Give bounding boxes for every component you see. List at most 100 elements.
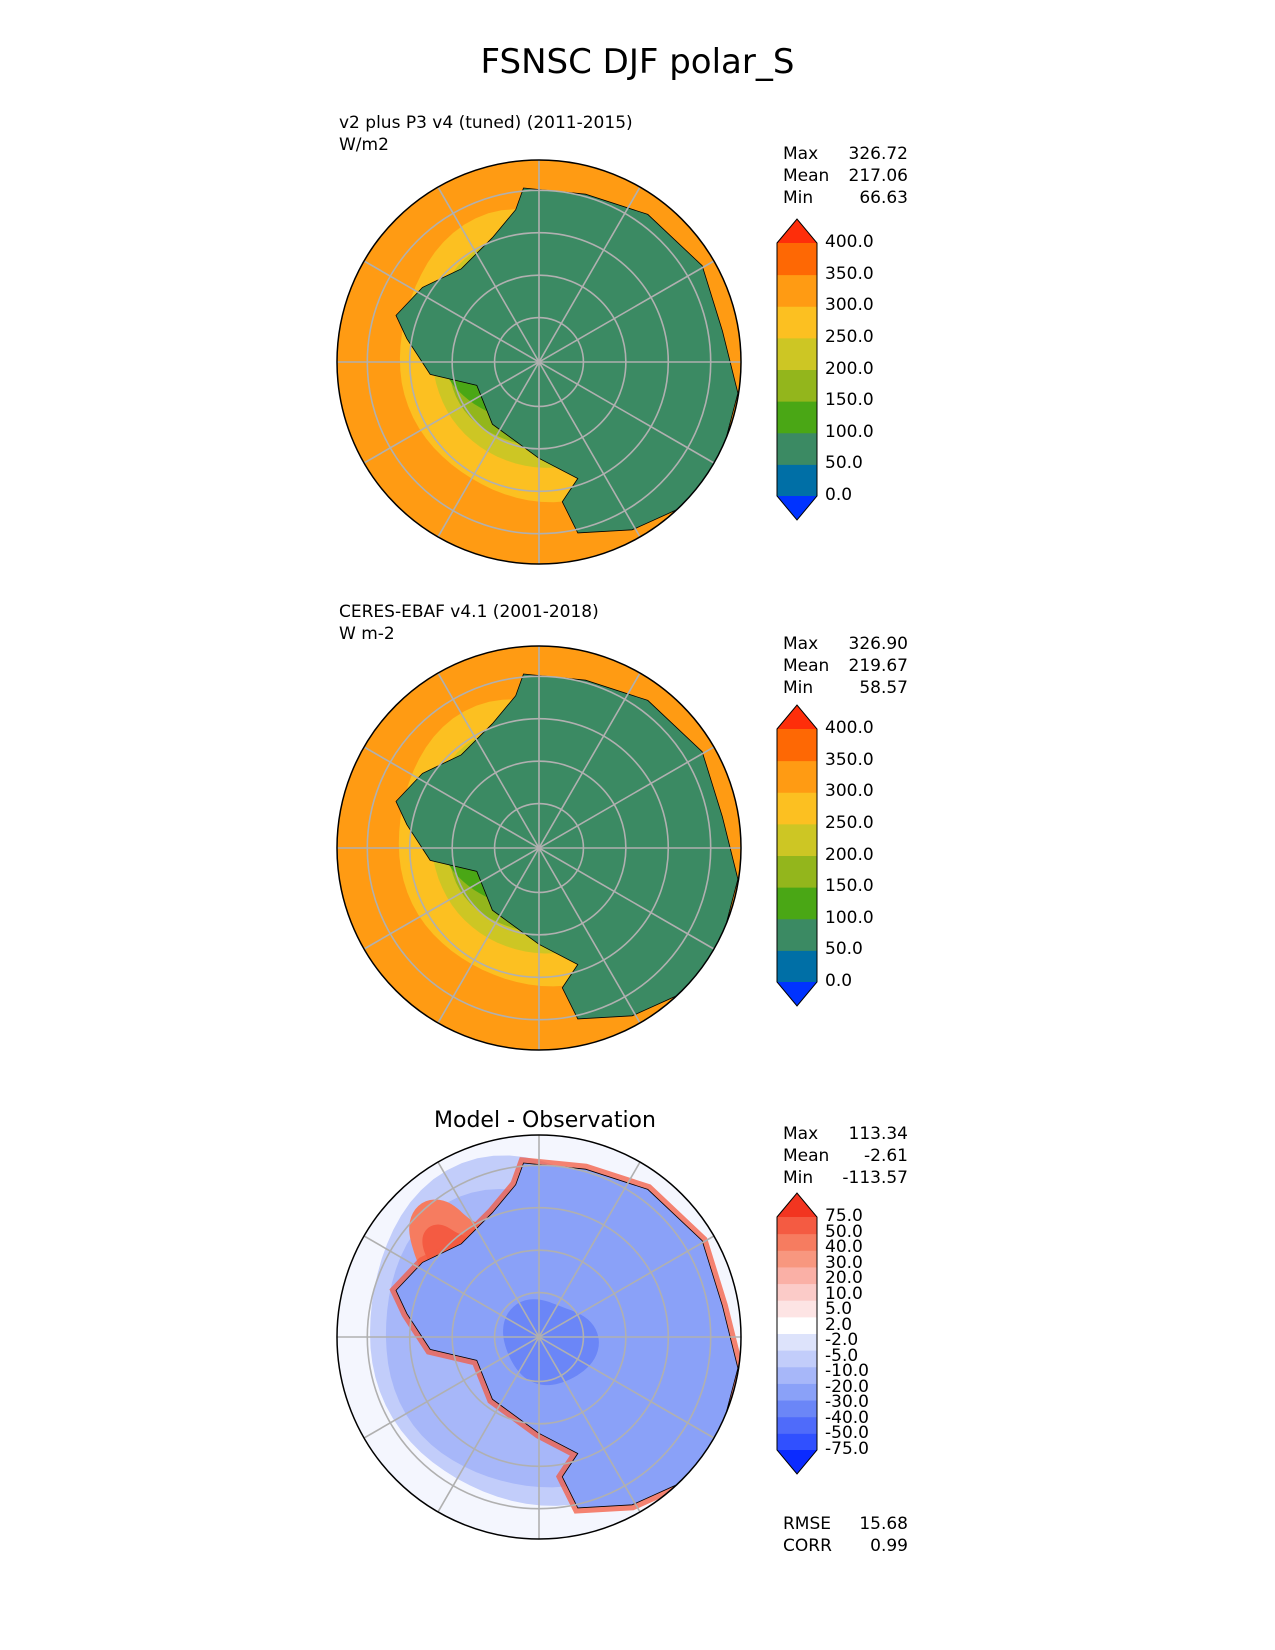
panel3-stat-corr: CORR 0.99 — [783, 1536, 908, 1556]
colorbar-tick-label: 75.0 — [825, 1206, 863, 1226]
colorbar-tick-label: 40.0 — [825, 1237, 863, 1258]
colorbar-extend-min — [777, 496, 817, 520]
colorbar-tick-label: 50.0 — [825, 939, 863, 960]
colorbar-segment — [777, 918, 817, 951]
colorbar-tick-label: 400.0 — [825, 232, 874, 252]
colorbar-tick-label: 150.0 — [825, 876, 874, 897]
colorbar-segment — [777, 1250, 817, 1268]
colorbar-tick-label: 30.0 — [825, 1252, 863, 1273]
colorbar-tick-label: -20.0 — [825, 1376, 869, 1397]
colorbar-tick-label: 100.0 — [825, 907, 874, 928]
colorbar-segment — [777, 306, 817, 339]
panel2-stats: Max 326.90 Mean 219.67 Min 58.57 — [783, 633, 908, 699]
antarctica-coastline — [395, 673, 739, 1020]
colorbar-tick-label: 250.0 — [825, 326, 874, 347]
colorbar-tick-label: 200.0 — [825, 358, 874, 379]
colorbar-tick-label: 50.0 — [825, 1221, 863, 1242]
colorbar-segment — [777, 823, 817, 856]
colorbar-tick-label: -40.0 — [825, 1407, 869, 1428]
panel2-title: CERES-EBAF v4.1 (2001-2018) W m-2 — [339, 601, 599, 645]
colorbar-tick-label: 300.0 — [825, 295, 874, 316]
colorbar-segment — [777, 1400, 817, 1418]
colorbar-segment — [777, 464, 817, 497]
meridian-line — [437, 1161, 641, 1513]
panel1-colorbar — [776, 218, 818, 521]
colorbar-tick-label: 100.0 — [825, 421, 874, 442]
colorbar-segment — [777, 432, 817, 465]
panel3-extra-stats: RMSE 15.68 CORR 0.99 — [783, 1513, 908, 1557]
colorbar-segment — [777, 1366, 817, 1384]
colorbar-extend-max — [777, 705, 817, 729]
colorbar-segment — [777, 369, 817, 402]
panel1-title: v2 plus P3 v4 (tuned) (2011-2015) W/m2 — [339, 112, 633, 156]
colorbar-tick-label: -75.0 — [825, 1439, 869, 1459]
colorbar-tick-label: 0.0 — [825, 971, 853, 991]
panel2-colorbar — [776, 704, 818, 1007]
colorbar-outline — [776, 1192, 818, 1475]
colorbar-tick-label: -2.0 — [825, 1330, 859, 1351]
figure-title: FSNSC DJF polar_S — [480, 42, 795, 82]
map-boundary — [336, 1134, 742, 1540]
panel2-stat-min: Min 58.57 — [783, 678, 908, 698]
colorbar-segment — [777, 1316, 817, 1334]
colorbar-segment — [777, 1233, 817, 1251]
colorbar-segment — [777, 950, 817, 983]
colorbar-tick-label: -30.0 — [825, 1392, 869, 1413]
panel2-run-label: CERES-EBAF v4.1 (2001-2018) — [339, 602, 599, 622]
colorbar-segment — [777, 855, 817, 888]
colorbar-segment — [777, 887, 817, 920]
meridian-line — [437, 186, 641, 538]
colorbar-segment — [777, 1416, 817, 1434]
panel1-stat-min: Min 66.63 — [783, 188, 908, 208]
panel2-polar-map — [336, 645, 742, 1051]
colorbar-segment — [777, 1266, 817, 1285]
colorbar-tick-label: 10.0 — [825, 1283, 863, 1304]
colorbar-tick-label: 5.0 — [825, 1299, 853, 1320]
colorbar-segment — [777, 729, 817, 762]
panel1-polar-map — [336, 159, 742, 565]
colorbar-tick-label: -5.0 — [825, 1345, 859, 1366]
colorbar-segment — [777, 1433, 817, 1451]
colorbar-segment — [777, 1217, 817, 1235]
colorbar-tick-label: 150.0 — [825, 390, 874, 411]
panel3-polar-map — [336, 1134, 742, 1540]
colorbar-outline — [776, 218, 818, 521]
colorbar-tick-label: 200.0 — [825, 844, 874, 865]
colorbar-tick-label: 300.0 — [825, 781, 874, 802]
panel3-stats: Max 113.34 Mean -2.61 Min -113.57 — [783, 1123, 908, 1189]
panel3-stat-max: Max 113.34 — [783, 1124, 908, 1144]
panel3-stat-min: Min -113.57 — [783, 1168, 908, 1188]
panel3-title: Model - Observation — [434, 1108, 656, 1133]
colorbar-tick-label: 0.0 — [825, 485, 853, 505]
colorbar-tick-label: 400.0 — [825, 718, 874, 738]
colorbar-segment — [777, 243, 817, 276]
panel1-stat-max: Max 326.72 — [783, 144, 908, 164]
colorbar-segment — [777, 337, 817, 370]
colorbar-tick-label: 2.0 — [825, 1314, 853, 1335]
colorbar-segment — [777, 792, 817, 825]
panel1-run-label: v2 plus P3 v4 (tuned) (2011-2015) — [339, 113, 633, 133]
panel3-stat-mean: Mean -2.61 — [783, 1146, 908, 1166]
colorbar-segment — [777, 1300, 817, 1318]
colorbar-segment — [777, 1333, 817, 1351]
panel3-stat-rmse: RMSE 15.68 — [783, 1514, 908, 1534]
panel2-stat-max: Max 326.90 — [783, 634, 908, 654]
colorbar-extend-max — [777, 1193, 817, 1217]
colorbar-segment — [777, 1283, 817, 1301]
map-boundary — [336, 645, 742, 1051]
colorbar-tick-label: -50.0 — [825, 1423, 869, 1444]
panel1-units-label: W/m2 — [339, 135, 389, 155]
colorbar-segment — [777, 760, 817, 793]
colorbar-extend-min — [777, 982, 817, 1006]
meridian-line — [437, 672, 641, 1024]
colorbar-tick-label: 50.0 — [825, 453, 863, 474]
colorbar-tick-label: 250.0 — [825, 812, 874, 833]
panel3-colorbar — [776, 1192, 818, 1475]
antarctica-coastline — [395, 187, 739, 534]
panel1-stats: Max 326.72 Mean 217.06 Min 66.63 — [783, 143, 908, 209]
colorbar-segment — [777, 274, 817, 307]
colorbar-tick-label: 20.0 — [825, 1268, 863, 1289]
colorbar-segment — [777, 1383, 817, 1401]
panel2-stat-mean: Mean 219.67 — [783, 656, 908, 676]
